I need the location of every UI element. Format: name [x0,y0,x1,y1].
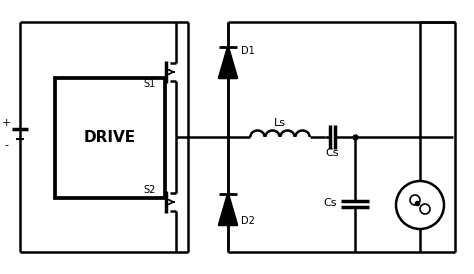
Polygon shape [219,47,237,78]
Text: D2: D2 [241,216,255,226]
Polygon shape [219,194,237,225]
Text: D1: D1 [241,46,255,56]
Text: DRIVE: DRIVE [84,130,136,145]
Text: Cs: Cs [325,148,339,158]
Text: S2: S2 [144,185,156,195]
Text: -: - [4,140,8,150]
Text: Ls: Ls [274,118,286,128]
Text: +: + [1,118,11,128]
Bar [55,78,165,198]
Text: Cs: Cs [323,198,337,209]
Text: S1: S1 [144,79,156,89]
